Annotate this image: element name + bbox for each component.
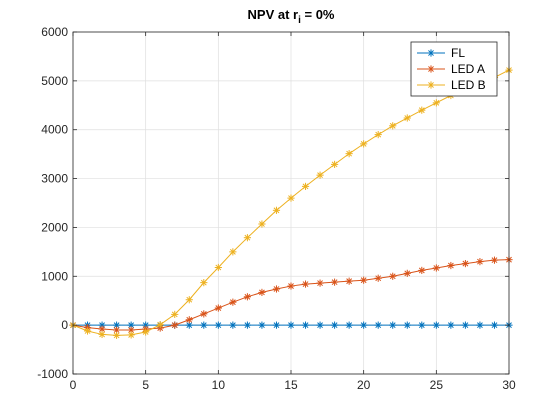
legend: FL LED A LED B xyxy=(410,41,498,97)
x-tick-label: 5 xyxy=(142,378,149,392)
data-point-led-b xyxy=(287,194,295,202)
data-point-fl xyxy=(214,321,222,329)
x-tick-label: 0 xyxy=(70,378,77,392)
data-point-led-a xyxy=(185,316,193,324)
data-point-led-a xyxy=(200,310,208,318)
data-point-led-a xyxy=(461,259,469,268)
y-tick-label: 3000 xyxy=(41,172,68,186)
data-point-led-a xyxy=(331,278,339,286)
data-point-led-a xyxy=(229,298,237,306)
data-point-led-a xyxy=(113,326,121,334)
data-point-fl xyxy=(403,321,411,329)
data-point-led-b xyxy=(113,331,121,340)
data-point-led-a xyxy=(389,272,397,280)
x-tick-label: 15 xyxy=(284,378,298,392)
data-point-led-b xyxy=(418,106,426,114)
data-point-led-a xyxy=(301,280,310,288)
data-point-led-a xyxy=(360,276,368,284)
y-tick-label: 0 xyxy=(61,318,68,332)
data-point-led-b xyxy=(345,150,353,158)
chart-title-group: NPV at ri = 0% xyxy=(248,7,335,26)
data-point-led-a xyxy=(345,277,353,285)
data-point-fl xyxy=(272,321,281,329)
data-point-led-b xyxy=(389,122,397,130)
data-point-led-b xyxy=(156,321,164,329)
data-point-fl xyxy=(418,321,426,329)
data-point-fl xyxy=(301,321,310,329)
data-point-led-b xyxy=(258,220,266,228)
y-tick-label: -1000 xyxy=(37,367,68,381)
data-point-led-a xyxy=(447,261,455,270)
data-point-led-b xyxy=(432,99,440,107)
data-point-fl xyxy=(200,321,208,329)
data-point-fl xyxy=(432,321,440,329)
data-point-led-b xyxy=(272,206,281,214)
legend-marker-fl xyxy=(427,49,435,57)
data-point-led-a xyxy=(374,274,382,282)
x-tick-label: 20 xyxy=(357,378,371,392)
data-point-led-b xyxy=(127,331,135,339)
data-point-led-a xyxy=(316,279,324,287)
data-point-led-a xyxy=(432,264,440,272)
data-point-fl xyxy=(490,321,499,329)
data-point-led-a xyxy=(171,321,179,329)
data-point-led-a xyxy=(214,304,222,312)
legend-label-fl: FL xyxy=(451,46,465,60)
data-point-led-b xyxy=(316,171,324,179)
data-point-led-b xyxy=(403,114,411,122)
data-point-led-a xyxy=(243,293,251,301)
data-point-fl xyxy=(374,321,382,329)
data-point-led-b xyxy=(360,140,368,148)
y-tick-label: 5000 xyxy=(41,74,68,88)
data-point-led-a xyxy=(287,282,295,290)
y-tick-label: 2000 xyxy=(41,220,68,234)
y-tick-label: 4000 xyxy=(41,123,68,137)
axis-ticks: 0 5 10 15 20 25 30-100001000200030004000500060… xyxy=(37,25,516,392)
x-tick-label: 30 xyxy=(502,378,516,392)
legend-marker-led-b xyxy=(427,81,435,89)
data-point-fl xyxy=(389,321,397,329)
data-point-led-b xyxy=(200,279,208,287)
data-point-led-b xyxy=(301,182,310,190)
data-point-led-b xyxy=(229,248,237,256)
data-point-led-b xyxy=(243,234,251,242)
data-point-fl xyxy=(476,321,484,329)
data-point-fl xyxy=(243,321,251,329)
legend-marker-led-a xyxy=(427,65,435,73)
data-point-fl xyxy=(258,321,266,329)
legend-label-led-a: LED A xyxy=(451,62,485,76)
data-point-led-b xyxy=(185,296,193,304)
legend-label-led-b: LED B xyxy=(451,78,486,92)
data-point-led-a xyxy=(272,285,281,293)
data-point-led-b xyxy=(331,160,339,169)
data-point-fl xyxy=(316,321,324,329)
data-point-led-b xyxy=(142,328,150,336)
data-point-led-a xyxy=(476,258,484,266)
data-point-led-b xyxy=(214,263,222,272)
data-point-fl xyxy=(461,321,469,329)
x-tick-label: 10 xyxy=(212,378,226,392)
data-point-led-b xyxy=(171,310,179,318)
data-point-led-b xyxy=(83,327,92,335)
data-point-led-b xyxy=(374,131,382,139)
data-point-fl xyxy=(287,321,295,329)
data-point-fl xyxy=(229,321,237,329)
series-group xyxy=(69,66,513,340)
x-tick-label: 25 xyxy=(430,378,444,392)
y-tick-label: 1000 xyxy=(41,269,68,283)
chart-title: NPV at ri = 0% xyxy=(248,7,335,26)
data-point-led-a xyxy=(490,256,499,264)
data-point-fl xyxy=(360,321,368,329)
data-point-led-a xyxy=(258,288,266,297)
data-point-fl xyxy=(345,321,353,329)
data-point-led-b xyxy=(98,330,106,339)
y-tick-label: 6000 xyxy=(41,25,68,39)
data-point-led-a xyxy=(403,269,411,277)
data-point-led-a xyxy=(418,266,426,275)
data-point-fl xyxy=(447,321,455,329)
data-point-fl xyxy=(331,321,339,329)
